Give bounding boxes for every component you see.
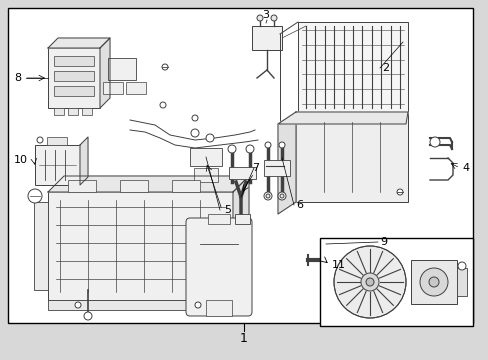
Text: 5: 5 (224, 205, 230, 215)
Bar (126, 82, 146, 94)
Bar (235, 214, 249, 224)
Bar (295, 112, 407, 202)
Bar (205, 300, 231, 316)
Bar (35, 145, 80, 185)
Text: 8: 8 (14, 73, 21, 83)
Circle shape (429, 137, 439, 147)
Circle shape (205, 134, 214, 142)
Bar (54, 56, 94, 66)
Bar (48, 300, 232, 310)
Text: 11: 11 (331, 260, 346, 270)
Bar (47, 137, 67, 145)
Text: 2: 2 (381, 63, 388, 73)
Text: 9: 9 (379, 237, 386, 247)
Circle shape (280, 194, 284, 198)
Bar (34, 202, 48, 290)
Bar (108, 58, 136, 80)
Circle shape (162, 64, 168, 70)
Circle shape (279, 142, 285, 148)
Circle shape (278, 192, 285, 200)
Polygon shape (48, 38, 110, 48)
Circle shape (257, 15, 263, 21)
Bar (228, 167, 256, 179)
Bar (68, 108, 78, 115)
Bar (54, 71, 94, 81)
Bar (8, 8, 472, 323)
Bar (82, 108, 92, 115)
Circle shape (333, 246, 405, 318)
Bar (251, 26, 282, 50)
Circle shape (84, 312, 92, 320)
Text: 4: 4 (461, 163, 468, 173)
Polygon shape (80, 137, 88, 185)
Circle shape (195, 302, 201, 308)
Bar (264, 160, 289, 176)
Bar (68, 180, 96, 192)
Bar (54, 108, 64, 115)
Circle shape (37, 137, 43, 143)
Bar (410, 260, 456, 304)
Polygon shape (48, 176, 248, 192)
Circle shape (192, 115, 198, 121)
Polygon shape (100, 38, 110, 108)
Circle shape (265, 194, 269, 198)
Circle shape (360, 273, 378, 291)
Circle shape (191, 129, 199, 137)
Polygon shape (278, 112, 407, 124)
Circle shape (428, 277, 438, 287)
Text: 3: 3 (262, 10, 269, 20)
Bar (103, 82, 123, 94)
Bar (194, 168, 218, 182)
Circle shape (365, 278, 373, 286)
Bar (190, 148, 222, 166)
Text: 6: 6 (295, 200, 303, 210)
Bar (319, 238, 472, 326)
Circle shape (75, 302, 81, 308)
Bar (48, 192, 232, 300)
Text: 10: 10 (14, 155, 28, 165)
Circle shape (28, 189, 42, 203)
Bar (48, 48, 100, 108)
Circle shape (396, 189, 402, 195)
Bar (120, 180, 148, 192)
Circle shape (264, 142, 270, 148)
Circle shape (457, 262, 465, 270)
Circle shape (160, 102, 165, 108)
Bar (297, 22, 407, 112)
Bar (456, 268, 466, 296)
Text: 7: 7 (251, 163, 259, 173)
Circle shape (270, 15, 276, 21)
Bar (54, 86, 94, 96)
Text: 1: 1 (240, 332, 247, 345)
Circle shape (419, 268, 447, 296)
Circle shape (264, 192, 271, 200)
Bar (172, 180, 200, 192)
Circle shape (227, 145, 236, 153)
Polygon shape (278, 112, 295, 214)
Circle shape (245, 145, 253, 153)
Bar (207, 214, 229, 224)
FancyBboxPatch shape (185, 218, 251, 316)
Polygon shape (232, 176, 248, 300)
